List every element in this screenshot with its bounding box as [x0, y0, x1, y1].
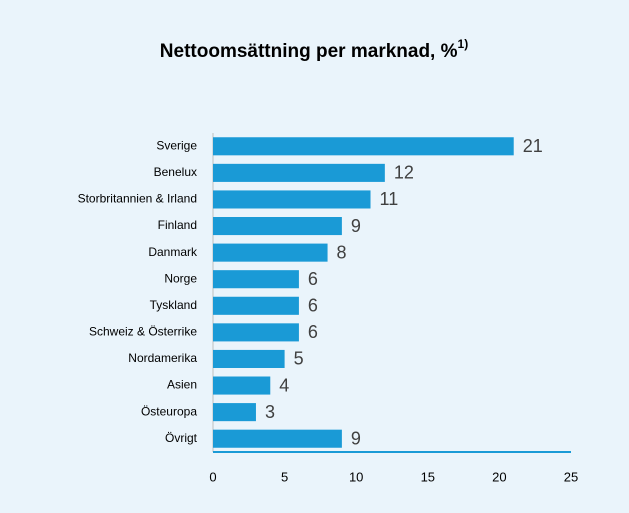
bar — [213, 403, 256, 422]
y-tick-label: Östeuropa — [141, 404, 197, 418]
value-label: 4 — [279, 375, 289, 395]
bar — [213, 137, 514, 156]
value-label: 9 — [351, 428, 361, 448]
y-tick-label: Asien — [167, 378, 197, 392]
y-tick-label: Storbritannien & Irland — [78, 192, 197, 206]
y-tick-label: Finland — [158, 218, 197, 232]
y-tick-label: Schweiz & Österrike — [89, 325, 197, 339]
chart-title: Nettoomsättning per marknad, %1) — [160, 37, 468, 62]
y-tick-label: Övrigt — [165, 431, 198, 445]
bar — [213, 349, 285, 368]
value-label: 6 — [308, 296, 318, 316]
bar — [213, 217, 342, 236]
value-label: 8 — [337, 242, 347, 262]
bar — [213, 296, 299, 315]
x-tick-label: 25 — [564, 469, 578, 484]
bar — [213, 190, 371, 209]
value-label: 21 — [523, 136, 543, 156]
y-tick-label: Sverige — [156, 138, 197, 152]
title-note: 1) — [458, 37, 469, 51]
bar — [213, 323, 299, 342]
value-label: 11 — [380, 189, 399, 209]
x-tick-label: 10 — [349, 469, 363, 484]
y-tick-label: Tyskland — [150, 298, 197, 312]
y-tick-label: Danmark — [148, 245, 198, 259]
bar — [213, 270, 299, 289]
value-label: 6 — [308, 322, 318, 342]
value-label: 9 — [351, 216, 361, 236]
bar — [213, 163, 385, 182]
title-text: Nettoomsättning per marknad, % — [160, 41, 458, 62]
x-tick-label: 5 — [281, 469, 288, 484]
y-tick-label: Norge — [164, 271, 197, 285]
value-label: 3 — [265, 402, 275, 422]
x-tick-label: 20 — [492, 469, 506, 484]
y-tick-label: Nordamerika — [128, 351, 197, 365]
value-label: 12 — [394, 163, 414, 183]
value-label: 5 — [294, 349, 304, 369]
value-label: 6 — [308, 269, 318, 289]
bar — [213, 376, 271, 395]
x-tick-label: 0 — [209, 469, 216, 484]
bar — [213, 429, 342, 448]
x-tick-label: 15 — [421, 469, 435, 484]
y-tick-label: Benelux — [154, 165, 197, 179]
bar — [213, 243, 328, 262]
